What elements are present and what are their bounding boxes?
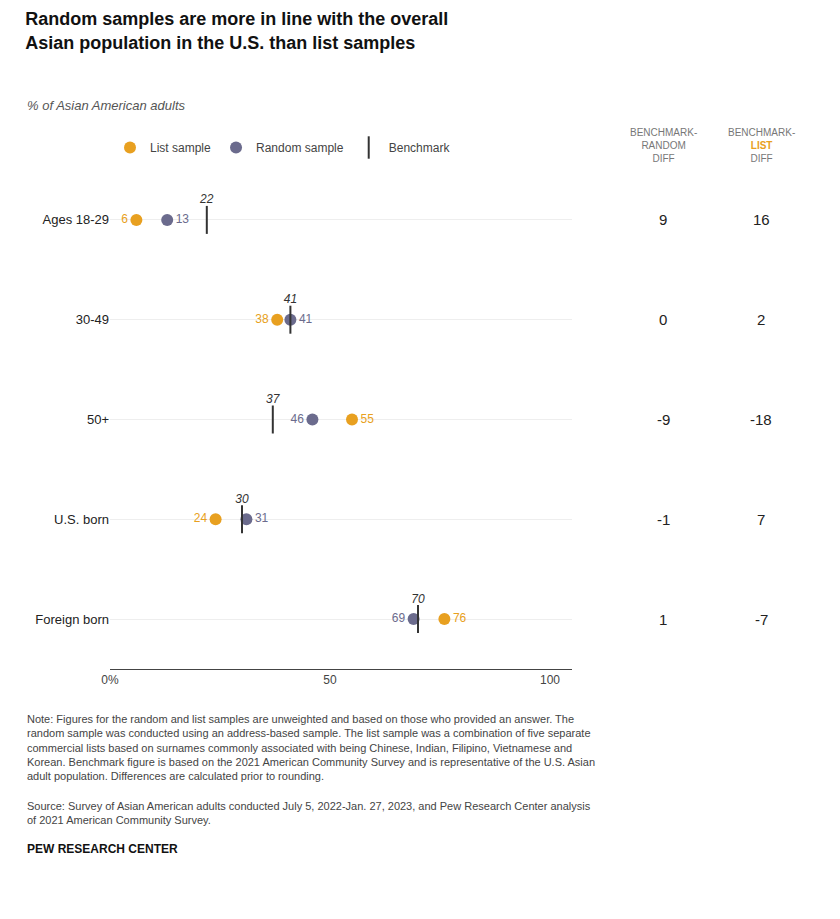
svg-text:-7: -7 — [755, 611, 768, 628]
svg-text:Random samples are more in lin: Random samples are more in line with the… — [25, 9, 448, 52]
svg-text:69: 69 — [392, 611, 406, 625]
svg-text:41: 41 — [299, 312, 313, 326]
svg-text:70: 70 — [411, 592, 425, 606]
svg-text:6: 6 — [121, 212, 128, 226]
svg-text:22: 22 — [199, 192, 214, 206]
svg-text:Benchmark: Benchmark — [389, 141, 451, 155]
svg-text:-1: -1 — [657, 511, 670, 528]
svg-text:0%: 0% — [101, 673, 119, 687]
svg-text:30: 30 — [235, 492, 249, 506]
svg-text:41: 41 — [284, 292, 297, 306]
svg-text:16: 16 — [753, 211, 770, 228]
svg-text:50+: 50+ — [87, 412, 109, 427]
svg-text:% of Asian American adults: % of Asian American adults — [27, 98, 185, 113]
svg-text:BENCHMARK-LISTDIFF: BENCHMARK-LISTDIFF — [728, 127, 795, 164]
svg-text:List sample: List sample — [150, 141, 211, 155]
svg-text:50: 50 — [323, 673, 337, 687]
svg-text:2: 2 — [757, 311, 765, 328]
svg-text:Source: Survey of Asian Americ: Source: Survey of Asian American adults … — [27, 800, 591, 826]
svg-text:U.S. born: U.S. born — [54, 512, 109, 527]
svg-text:76: 76 — [453, 611, 467, 625]
svg-text:0: 0 — [659, 311, 667, 328]
svg-text:7: 7 — [757, 511, 765, 528]
svg-text:-18: -18 — [750, 411, 772, 428]
svg-text:Random sample: Random sample — [256, 141, 344, 155]
svg-text:46: 46 — [291, 412, 305, 426]
svg-text:1: 1 — [659, 611, 667, 628]
svg-text:31: 31 — [255, 511, 269, 525]
svg-text:55: 55 — [361, 412, 375, 426]
svg-text:100: 100 — [540, 673, 560, 687]
svg-text:Note: Figures for the random a: Note: Figures for the random and list sa… — [27, 713, 595, 782]
svg-text:9: 9 — [659, 211, 667, 228]
svg-text:-9: -9 — [657, 411, 670, 428]
svg-text:24: 24 — [194, 511, 208, 525]
svg-text:Ages 18-29: Ages 18-29 — [43, 212, 110, 227]
svg-text:Foreign born: Foreign born — [35, 612, 109, 627]
svg-text:38: 38 — [255, 312, 269, 326]
svg-text:37: 37 — [266, 392, 281, 406]
svg-text:13: 13 — [176, 212, 190, 226]
svg-text:30-49: 30-49 — [76, 312, 109, 327]
svg-text:BENCHMARK-RANDOMDIFF: BENCHMARK-RANDOMDIFF — [630, 127, 697, 164]
svg-text:PEW RESEARCH CENTER: PEW RESEARCH CENTER — [27, 842, 178, 856]
